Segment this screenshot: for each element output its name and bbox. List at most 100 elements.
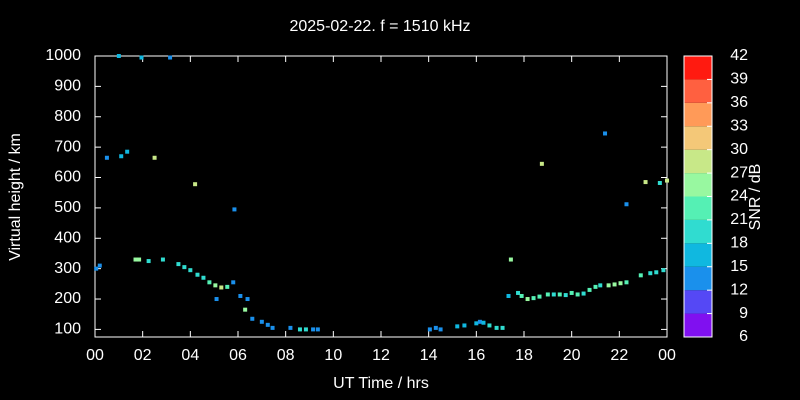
point (259, 319, 264, 324)
point (519, 293, 524, 298)
x-tick-label: 20 (563, 347, 581, 364)
point (581, 291, 586, 296)
point (477, 319, 482, 324)
point (116, 54, 121, 58)
point (618, 281, 623, 286)
colorbar-tick-label: 36 (730, 94, 748, 111)
point (265, 322, 270, 327)
point (551, 292, 556, 297)
colorbar-tick-label: 15 (730, 258, 748, 275)
point (303, 327, 308, 332)
point (245, 297, 250, 302)
point (603, 131, 608, 136)
point (125, 149, 130, 154)
colorbar-band (684, 243, 712, 267)
point (433, 325, 438, 330)
point (481, 320, 486, 325)
point (587, 287, 592, 292)
point (195, 272, 200, 277)
colorbar-label: SNR / dB (747, 164, 764, 231)
point (201, 275, 206, 280)
point (146, 259, 151, 264)
point (119, 154, 124, 159)
point (624, 202, 629, 207)
point (569, 290, 574, 295)
colorbar-band (684, 290, 712, 314)
point (243, 307, 248, 312)
colorbar-tick-label: 9 (739, 305, 748, 322)
y-tick-label: 800 (54, 108, 81, 125)
x-tick-label: 08 (277, 347, 295, 364)
point (487, 323, 492, 328)
point (207, 280, 212, 285)
point (176, 262, 181, 267)
x-tick-label: 16 (467, 347, 485, 364)
point (311, 327, 316, 332)
point (665, 178, 669, 183)
point (494, 325, 499, 330)
y-tick-label: 400 (54, 229, 81, 246)
colorbar-tick-label: 21 (730, 211, 748, 228)
point (188, 268, 193, 273)
point (427, 327, 432, 332)
x-tick-label: 10 (324, 347, 342, 364)
colorbar-band (684, 126, 712, 150)
point (288, 325, 293, 330)
colorbar-band (684, 219, 712, 244)
point (508, 257, 513, 262)
point (137, 257, 142, 262)
point (537, 294, 542, 299)
point (97, 263, 102, 268)
point (643, 180, 648, 185)
y-tick-label: 700 (54, 138, 81, 155)
point (250, 316, 255, 321)
point (557, 292, 562, 297)
y-tick-label: 1000 (45, 47, 81, 64)
colorbar-tick-label: 27 (730, 164, 748, 181)
x-tick-label: 06 (229, 347, 247, 364)
x-tick-label: 04 (181, 347, 199, 364)
colorbar-tick-label: 6 (739, 328, 748, 345)
point (232, 207, 237, 212)
point (315, 327, 320, 332)
point (214, 297, 219, 302)
y-tick-label: 600 (54, 169, 81, 186)
colorbar-tick-label: 12 (730, 281, 748, 298)
point (545, 292, 550, 297)
colorbar-band (684, 173, 712, 197)
colorbar-band (684, 313, 712, 337)
point (606, 283, 611, 288)
x-tick-label: 14 (420, 347, 438, 364)
point (598, 283, 603, 288)
y-tick-label: 200 (54, 290, 81, 307)
point (648, 271, 653, 276)
point (213, 283, 218, 288)
point (516, 290, 521, 295)
x-axis-label: UT Time / hrs (333, 375, 429, 392)
colorbar-tick-label: 42 (730, 47, 748, 64)
point (297, 327, 302, 332)
point (238, 293, 243, 298)
colorbar-band (684, 102, 712, 127)
y-tick-label: 300 (54, 260, 81, 277)
point (531, 296, 536, 301)
x-tick-label: 18 (515, 347, 533, 364)
point (193, 182, 198, 187)
point (231, 280, 236, 285)
point (525, 297, 530, 302)
point (133, 257, 138, 262)
point (506, 293, 511, 298)
point (94, 266, 99, 271)
point (612, 282, 617, 287)
x-tick-label: 12 (372, 347, 390, 364)
y-tick-label: 500 (54, 199, 81, 216)
point (168, 55, 173, 60)
point (152, 155, 157, 160)
colorbar-band (684, 56, 712, 80)
y-axis-label: Virtual height / km (7, 133, 24, 261)
colorbar-tick-label: 33 (730, 117, 748, 134)
point (563, 293, 568, 298)
point (270, 325, 275, 330)
